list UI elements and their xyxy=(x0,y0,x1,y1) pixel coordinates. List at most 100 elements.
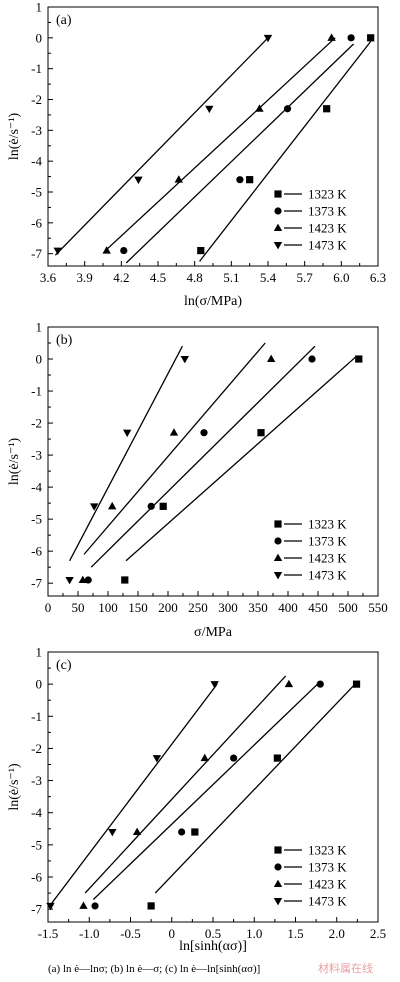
x-tick-label: 6.3 xyxy=(370,270,386,285)
data-point-1373 xyxy=(347,34,355,42)
legend-1373-marker xyxy=(274,863,282,871)
x-tick-label: 5.7 xyxy=(297,270,314,285)
data-point-1373 xyxy=(283,105,292,113)
data-point-1323 xyxy=(367,34,375,42)
legend-1373-label: 1373 K xyxy=(308,534,347,549)
x-tick-label: -1.0 xyxy=(79,926,100,941)
x-tick-label: 2.0 xyxy=(329,926,345,941)
legend-1473-marker xyxy=(273,898,283,906)
legend-1323-label: 1323 K xyxy=(308,187,347,202)
data-point-1423 xyxy=(108,501,117,510)
x-axis-label: σ/MPa xyxy=(194,625,233,640)
x-tick-label: 5.4 xyxy=(260,270,277,285)
data-point-1423 xyxy=(79,901,88,909)
data-point-1373 xyxy=(230,754,238,762)
x-tick-label: 1.5 xyxy=(287,926,303,941)
y-tick-label: -5 xyxy=(31,185,42,200)
data-point-1373 xyxy=(84,576,92,584)
x-tick-label: 500 xyxy=(338,600,358,615)
data-point-1423 xyxy=(174,175,183,183)
y-tick-label: 1 xyxy=(36,320,43,335)
fit-line-1323 xyxy=(125,355,358,562)
data-point-1423 xyxy=(102,246,111,254)
x-tick-label: -1.5 xyxy=(38,926,59,941)
y-tick-label: -3 xyxy=(31,448,42,463)
y-axis-label: ln(ė/s⁻¹) xyxy=(7,763,22,811)
y-tick-label: -1 xyxy=(31,61,42,76)
legend-1473-label: 1473 K xyxy=(308,568,347,583)
x-tick-label: 350 xyxy=(248,600,268,615)
y-tick-label: 0 xyxy=(36,30,43,45)
x-tick-label: 3.6 xyxy=(40,270,57,285)
data-point-1373 xyxy=(147,502,155,510)
y-tick-label: -1 xyxy=(31,384,42,399)
legend-1473-label: 1473 K xyxy=(308,238,347,253)
data-point-1373 xyxy=(236,176,244,184)
data-point-1323 xyxy=(147,902,155,910)
data-point-1473 xyxy=(180,356,189,364)
x-tick-label: 0.5 xyxy=(205,926,221,941)
x-tick-label: 6.0 xyxy=(333,270,349,285)
y-tick-label: -7 xyxy=(31,246,42,261)
legend-1323-marker xyxy=(274,190,282,198)
data-point-1323 xyxy=(246,176,254,184)
data-point-1473 xyxy=(123,429,132,438)
x-tick-label: 5.1 xyxy=(223,270,239,285)
chart-panel-a: 3.6 3.9 4.2 4.5 4.8 5.1 5.4 5.7 6.0 6.3 1 0 -1 -2 -3 -4… xyxy=(7,0,386,309)
panel-label: (c) xyxy=(56,658,72,673)
x-tick-label: 0 xyxy=(169,926,176,941)
y-tick-label: -5 xyxy=(31,837,42,852)
y-tick-label: 1 xyxy=(36,645,43,660)
x-tick-label: 2.5 xyxy=(370,926,386,941)
y-tick-label: -4 xyxy=(31,480,42,495)
legend-1473-marker xyxy=(273,242,283,250)
data-point-1323 xyxy=(273,754,281,762)
y-tick-label: -7 xyxy=(31,576,42,591)
data-point-1473 xyxy=(46,902,55,911)
legend-1423-label: 1423 K xyxy=(308,221,347,236)
legend-1373-marker xyxy=(274,537,282,545)
fit-line-1323 xyxy=(199,41,372,262)
fit-line-1323 xyxy=(154,682,358,894)
x-tick-label: 50 xyxy=(72,600,85,615)
fit-line-1473 xyxy=(49,683,218,907)
x-axis-label: ln[sinh(ασ)] xyxy=(179,939,247,954)
fit-line-1373 xyxy=(92,681,321,900)
data-point-1323 xyxy=(197,246,205,255)
y-tick-label: 0 xyxy=(36,352,43,367)
y-tick-label: 1 xyxy=(36,0,43,15)
x-tick-label: 200 xyxy=(158,600,178,615)
data-point-1323 xyxy=(352,680,361,688)
y-tick-label: -1 xyxy=(31,709,42,724)
x-tick-label: 100 xyxy=(98,600,118,615)
x-tick-label: 450 xyxy=(308,600,328,615)
x-tick-label: 150 xyxy=(128,600,148,615)
x-tick-label: 250 xyxy=(188,600,208,615)
legend-1323-marker xyxy=(274,846,282,854)
x-tick-label: 400 xyxy=(278,600,298,615)
legend-1323-label: 1323 K xyxy=(308,843,347,858)
y-axis-label: ln(ė/s⁻¹) xyxy=(7,112,22,160)
data-point-1423 xyxy=(327,33,336,41)
x-tick-label: 3.9 xyxy=(77,270,93,285)
data-point-1473 xyxy=(108,829,117,837)
data-point-1473 xyxy=(134,176,143,185)
x-tick-label: 550 xyxy=(368,600,388,615)
y-tick-label: -2 xyxy=(31,741,42,756)
y-tick-label: -5 xyxy=(31,512,42,527)
data-point-1323 xyxy=(159,502,167,510)
y-tick-label: -4 xyxy=(31,805,42,820)
data-point-1373 xyxy=(316,680,324,688)
x-tick-label: 1.0 xyxy=(246,926,262,941)
data-point-1473 xyxy=(263,34,273,43)
y-tick-label: -6 xyxy=(31,870,42,885)
data-point-1473 xyxy=(90,503,99,511)
y-tick-label: -6 xyxy=(31,215,42,230)
data-point-1473 xyxy=(152,755,162,763)
legend-1423-marker xyxy=(273,223,283,231)
fit-line-1473 xyxy=(54,37,269,256)
legend-1473-label: 1473 K xyxy=(308,894,347,909)
data-point-1423 xyxy=(267,354,276,363)
data-point-1423 xyxy=(284,679,294,688)
